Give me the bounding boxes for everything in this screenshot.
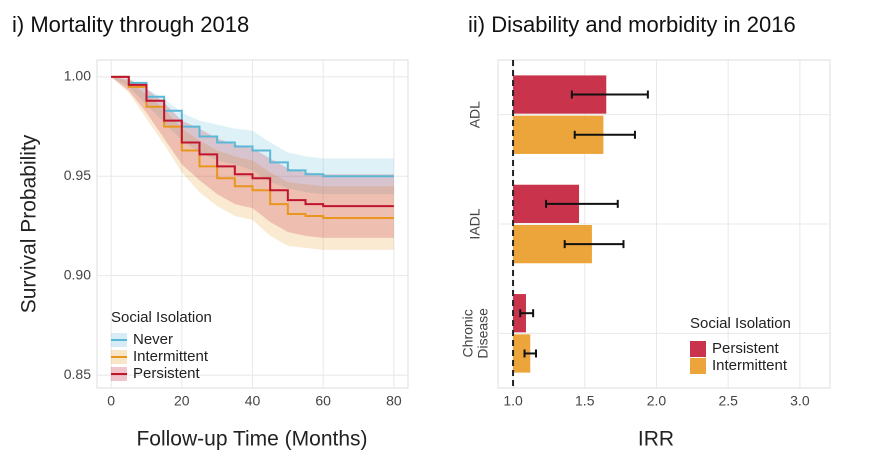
- x-axis-label: IRR: [638, 428, 674, 451]
- y-tick-label: 0.90: [64, 266, 91, 282]
- x-tick-label: 60: [315, 393, 331, 409]
- error-bar: [523, 349, 538, 358]
- legend-label: Never: [133, 331, 173, 348]
- y-tick-label: ADL: [467, 101, 483, 128]
- y-axis-label: Survival Probability: [18, 134, 41, 313]
- x-tick-label: 3.0: [790, 393, 810, 409]
- survival-line: [111, 75, 394, 208]
- x-tick-label: 0: [107, 393, 115, 409]
- legend-key: [690, 341, 706, 357]
- x-tick-label: 40: [245, 393, 261, 409]
- confidence-band: [111, 76, 394, 238]
- error-bar: [570, 90, 649, 99]
- x-tick-label: 20: [174, 393, 190, 409]
- chart-title: i) Mortality through 2018: [12, 12, 249, 37]
- x-tick-label: 1.5: [575, 393, 595, 409]
- legend-label: Intermittent: [133, 348, 209, 365]
- y-tick-label: 0.85: [64, 366, 91, 382]
- legend-key: [690, 358, 706, 374]
- y-tick-label: ChronicDisease: [459, 308, 490, 359]
- x-tick-label: 1.0: [503, 393, 523, 409]
- x-tick-label: 2.5: [718, 393, 738, 409]
- legend-label: Intermittent: [712, 357, 788, 374]
- bar: [513, 334, 531, 373]
- legend-title: Social Isolation: [690, 315, 791, 332]
- x-tick-label: 2.0: [647, 393, 667, 409]
- x-tick-label: 80: [386, 393, 402, 409]
- error-bar: [573, 130, 636, 139]
- error-bar: [563, 240, 625, 249]
- error-bar: [519, 309, 535, 318]
- legend-label: Persistent: [712, 340, 780, 357]
- confidence-band: [111, 76, 394, 195]
- chart-title: ii) Disability and morbidity in 2016: [468, 12, 796, 37]
- error-bar: [545, 199, 619, 208]
- survival-line: [111, 75, 394, 178]
- survival-line: [111, 75, 394, 220]
- legend-label: Persistent: [133, 365, 201, 382]
- y-tick-label: 1.00: [64, 68, 91, 84]
- y-tick-label: 0.95: [64, 167, 91, 183]
- y-tick-label: IADL: [467, 208, 483, 239]
- x-axis-label: Follow-up Time (Months): [136, 428, 367, 451]
- legend-title: Social Isolation: [111, 309, 212, 326]
